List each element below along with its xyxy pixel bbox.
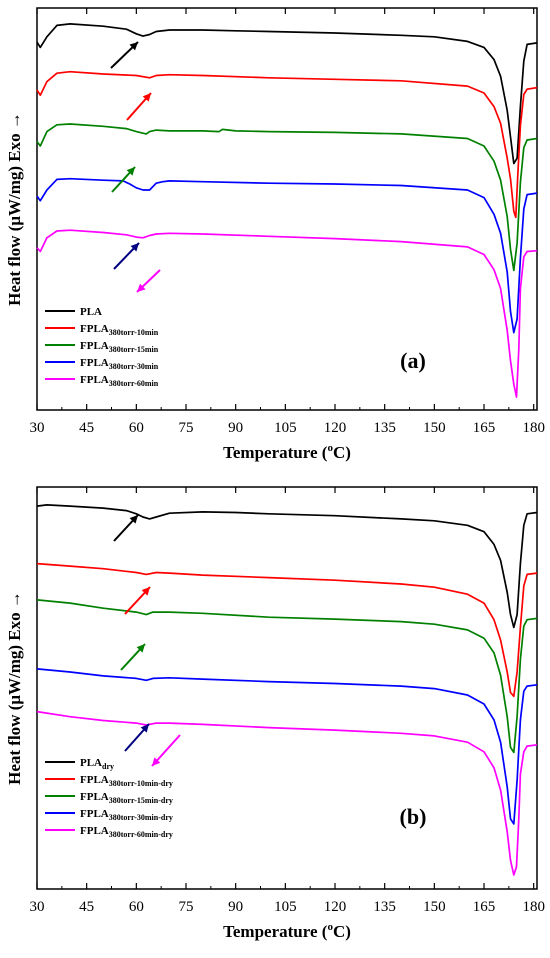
x-tick-label: 135 [373, 899, 396, 915]
legend-entry: FPLA380torr-15min [80, 340, 159, 354]
series-line [36, 710, 538, 876]
x-tick-label: 45 [79, 899, 94, 915]
legend-entry: PLAdry [80, 757, 114, 771]
series-line [36, 562, 538, 698]
x-tick-label: 165 [473, 899, 496, 915]
tg-arrow-head [129, 42, 138, 51]
x-tick-label: 150 [423, 420, 446, 436]
tg-arrow-head [152, 757, 161, 766]
x-tick-label: 75 [179, 420, 194, 436]
legend-entry: PLA [80, 306, 102, 318]
y-axis-title: Heat flow (μW/mg) Exo → [5, 591, 24, 785]
panel-label: (b) [400, 804, 427, 829]
legend-entry: FPLA380torr-30min-dry [80, 808, 173, 822]
tg-arrow-head [136, 644, 145, 653]
x-tick-label: 90 [228, 420, 243, 436]
legend-entry: FPLA380torr-10min-dry [80, 774, 173, 788]
x-axis-title: Temperature (oC) [223, 442, 351, 462]
x-tick-label: 75 [179, 899, 194, 915]
series-line [36, 23, 538, 165]
legend-entry: FPLA380torr-60min [80, 374, 159, 388]
legend-entry: FPLA380torr-60min-dry [80, 825, 173, 839]
series-line [36, 70, 538, 219]
x-tick-label: 135 [373, 420, 396, 436]
tg-arrow-head [141, 587, 150, 596]
x-tick-label: 180 [522, 899, 545, 915]
legend-entry: FPLA380torr-10min [80, 323, 159, 337]
dsc-chart-panel-b: 30 45 60 75 90 105 120 135 150 165 180 Temperature … [5, 486, 545, 941]
x-tick-label: 120 [324, 420, 347, 436]
panel-label: (a) [400, 348, 426, 373]
series-line [36, 123, 538, 272]
tg-arrow-head [130, 243, 139, 252]
plot-frame [36, 7, 538, 411]
dsc-chart-panel-a: 30 45 60 75 90 105 120 135 150 165 180 Temperature … [5, 7, 545, 462]
plot-frame [36, 486, 538, 890]
series-line [36, 504, 538, 629]
tg-arrow-head [137, 283, 146, 292]
x-tick-label: 30 [30, 420, 45, 436]
x-tick-label: 30 [30, 899, 45, 915]
series-line [36, 229, 538, 398]
x-tick-label: 165 [473, 420, 496, 436]
tg-arrow-head [140, 724, 149, 733]
tg-arrow-head [126, 167, 135, 176]
y-axis-title: Heat flow (μW/mg) Exo → [5, 112, 24, 306]
x-tick-label: 45 [79, 420, 94, 436]
x-tick-label: 120 [324, 899, 347, 915]
x-tick-label: 105 [274, 420, 297, 436]
x-axis-title: Temperature (oC) [223, 921, 351, 941]
x-tick-label: 60 [129, 420, 144, 436]
legend-entry: FPLA380torr-30min [80, 357, 159, 371]
series-line [36, 668, 538, 825]
x-tick-label: 150 [423, 899, 446, 915]
x-tick-label: 105 [274, 899, 297, 915]
x-tick-label: 60 [129, 899, 144, 915]
legend-entry: FPLA380torr-15min-dry [80, 791, 173, 805]
x-tick-label: 90 [228, 899, 243, 915]
tg-arrow-head [142, 93, 151, 102]
series-line [36, 599, 538, 754]
x-tick-label: 180 [522, 420, 545, 436]
series-line [36, 177, 538, 334]
tg-arrow-head [129, 515, 138, 524]
